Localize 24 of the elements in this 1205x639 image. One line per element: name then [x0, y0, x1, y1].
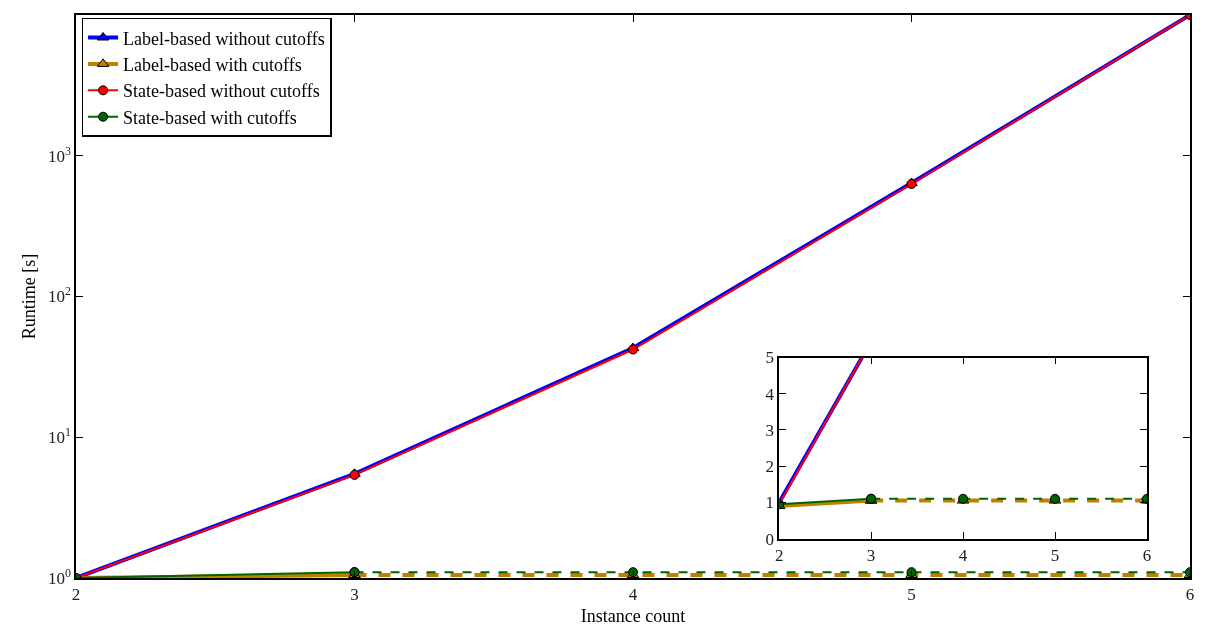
x-axis-title: Instance count — [580, 605, 686, 626]
legend-label: Label-based with cutoffs — [123, 54, 302, 75]
y-tick-label: 1 — [765, 493, 775, 513]
y-tick-label: 4 — [765, 384, 775, 404]
x-tick-label: 6 — [1185, 585, 1195, 605]
y-axis-title: Runtime [s] — [18, 253, 39, 340]
y-tick-label: 10$^{0}$ — [47, 565, 71, 588]
y-tick-label: 3 — [765, 420, 775, 440]
y-tick-label: 10$^{3}$ — [47, 143, 71, 166]
x-tick-label: 3 — [866, 545, 876, 565]
y-tick-label: 10$^{2}$ — [47, 284, 71, 307]
legend-label: Label-based without cutoffs — [123, 28, 325, 49]
y-tick-label: 5 — [765, 348, 775, 368]
x-tick-label: 4 — [628, 585, 638, 605]
x-tick-label: 3 — [350, 585, 359, 605]
legend-label: State-based without cutoffs — [123, 81, 320, 102]
x-tick-label: 5 — [1050, 545, 1060, 565]
y-tick-label: 2 — [765, 457, 775, 477]
y-tick-label: 0 — [765, 529, 775, 549]
legend-label: State-based with cutoffs — [123, 107, 297, 128]
x-tick-label: 5 — [907, 585, 916, 605]
x-tick-label: 4 — [958, 545, 968, 565]
y-tick-label: 10$^{1}$ — [47, 425, 71, 448]
x-tick-label: 6 — [1142, 545, 1152, 565]
